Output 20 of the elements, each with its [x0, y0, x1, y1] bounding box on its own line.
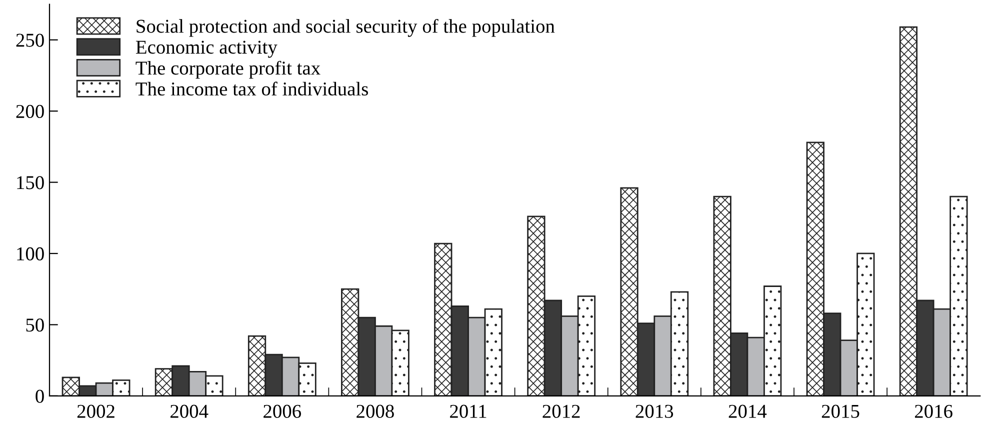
x-tick-label: 2011 [450, 404, 486, 418]
x-tick-label: 2006 [264, 404, 302, 418]
legend-label: Economic activity [136, 40, 278, 58]
x-tick-label: 2015 [822, 404, 860, 418]
y-tick-label: 250 [16, 34, 44, 47]
y-tick-label: 0 [36, 390, 44, 403]
x-tick-label: 2012 [542, 404, 580, 418]
legend-label: Social protection and social security of the population [136, 18, 555, 37]
x-tick-label: 2004 [170, 404, 208, 418]
x-tick-label: 2008 [356, 404, 394, 418]
x-tick-label: 2013 [636, 404, 674, 418]
y-tick-label: 200 [16, 104, 44, 118]
x-tick-label: 2002 [77, 404, 114, 418]
y-tick-label: 150 [17, 176, 44, 190]
y-tick-label: 100 [17, 247, 44, 260]
legend-label: The corporate profit tax [136, 60, 320, 79]
x-tick-label: 2014 [728, 404, 767, 418]
x-tick-label: 2016 [914, 404, 952, 418]
legend-label: The income tax of individuals [136, 82, 368, 96]
y-tick-label: 50 [26, 318, 44, 332]
